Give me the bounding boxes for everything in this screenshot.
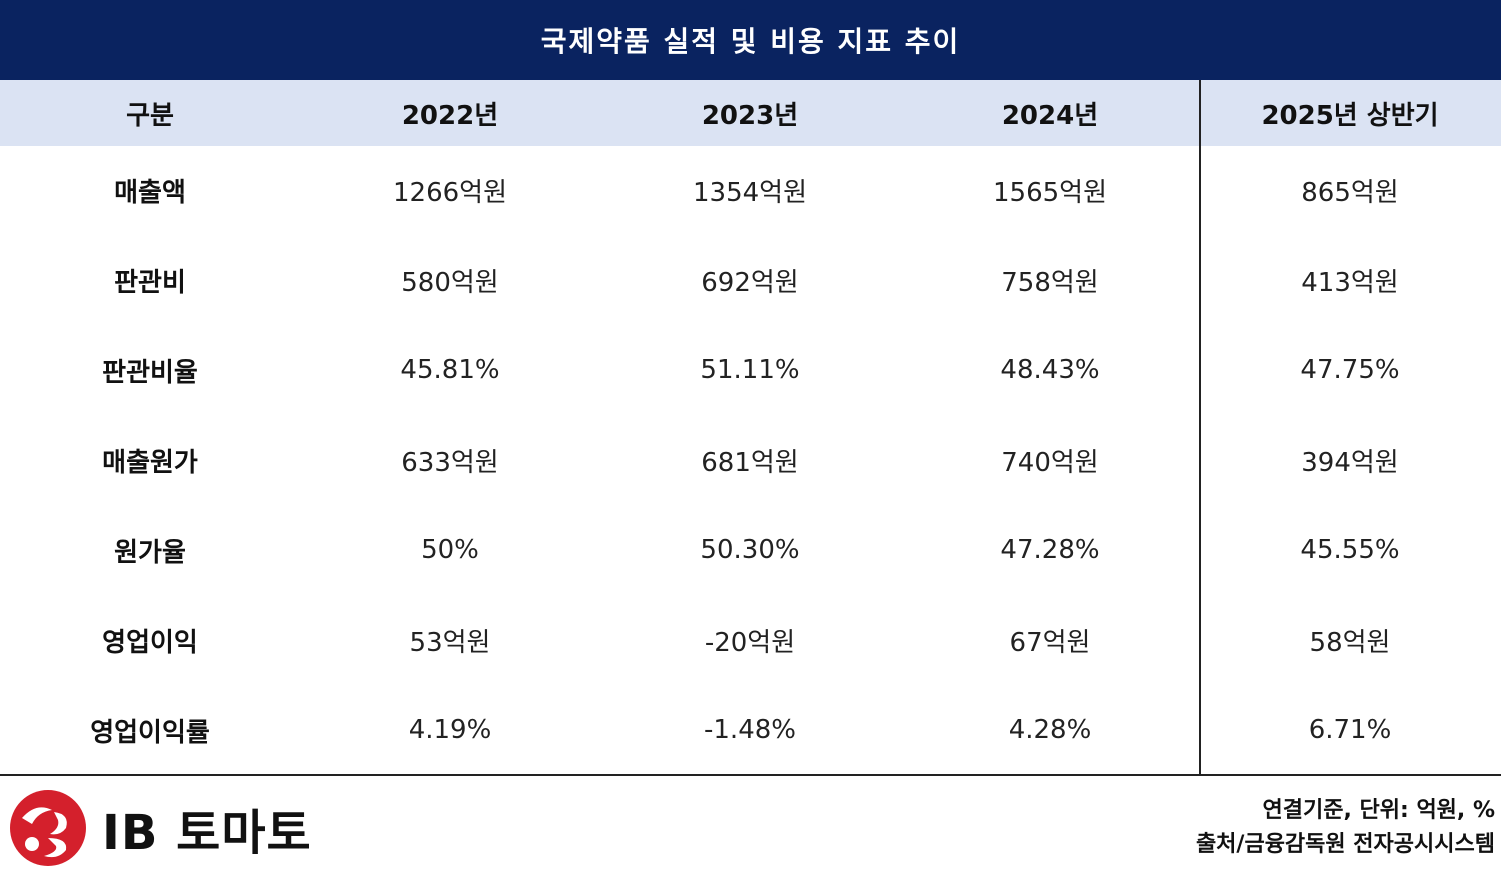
table-cell: 47.28% — [1000, 535, 1100, 565]
table-cell: 681억원 — [701, 447, 799, 478]
row-label: 영업이익률 — [90, 717, 210, 748]
table-cell: -1.48% — [704, 715, 796, 745]
column-divider — [1199, 80, 1201, 775]
row-label: 판관비 — [114, 267, 186, 298]
table-cell: 58억원 — [1309, 627, 1391, 658]
column-header-2: 2023년 — [701, 100, 799, 131]
logo-text: IB 토마토 — [102, 805, 312, 861]
column-header-0: 구분 — [126, 100, 174, 131]
table-cell: 67억원 — [1009, 627, 1091, 658]
table-cell: 50.30% — [700, 535, 800, 565]
table-cell: 1266억원 — [392, 177, 507, 208]
table-cell: 45.55% — [1300, 535, 1400, 565]
row-label: 원가율 — [114, 537, 186, 568]
table-cell: 692억원 — [701, 267, 799, 298]
column-header-1: 2022년 — [401, 100, 499, 131]
table-cell: 1565억원 — [992, 177, 1107, 208]
column-header-4: 2025년 상반기 — [1261, 100, 1439, 131]
table-title: 국제약품 실적 및 비용 지표 추이 — [0, 0, 1501, 80]
row-label: 매출원가 — [102, 447, 198, 478]
table-cell: 1354억원 — [692, 177, 807, 208]
note-source: 출처/금융감독원 전자공시시스템 — [1195, 832, 1495, 857]
table-cell: 740억원 — [1001, 447, 1099, 478]
table-cell: 50% — [421, 535, 479, 565]
ib-tomato-logo-icon — [10, 790, 86, 866]
table-cell: 580억원 — [401, 267, 499, 298]
row-label: 영업이익 — [102, 627, 198, 658]
column-header-3: 2024년 — [1001, 100, 1099, 131]
table-cell: 413억원 — [1301, 267, 1399, 298]
table-cell: 4.19% — [408, 715, 492, 745]
table-cell: 48.43% — [1000, 355, 1100, 385]
table-cell: 633억원 — [401, 447, 499, 478]
bottom-rule — [0, 774, 1501, 776]
table-cell: 53억원 — [409, 627, 491, 658]
note-basis: 연결기준, 단위: 억원, % — [1262, 798, 1495, 823]
table-cell: 6.71% — [1308, 715, 1392, 745]
header-row: 구분 2022년 2023년 2024년 2025년 상반기 — [0, 80, 1501, 146]
table-cell: 4.28% — [1008, 715, 1092, 745]
table-cell: 47.75% — [1300, 355, 1400, 385]
ib-tomato-logo: IB 토마토 — [8, 788, 338, 868]
table-cell: 758억원 — [1001, 267, 1099, 298]
row-label: 판관비율 — [102, 357, 198, 388]
row-label: 매출액 — [114, 177, 186, 208]
table-cell: 51.11% — [700, 355, 800, 385]
table-cell: 45.81% — [400, 355, 500, 385]
table-cell: -20억원 — [704, 627, 796, 658]
table-cell: 865억원 — [1301, 177, 1399, 208]
table-cell: 394억원 — [1301, 447, 1399, 478]
